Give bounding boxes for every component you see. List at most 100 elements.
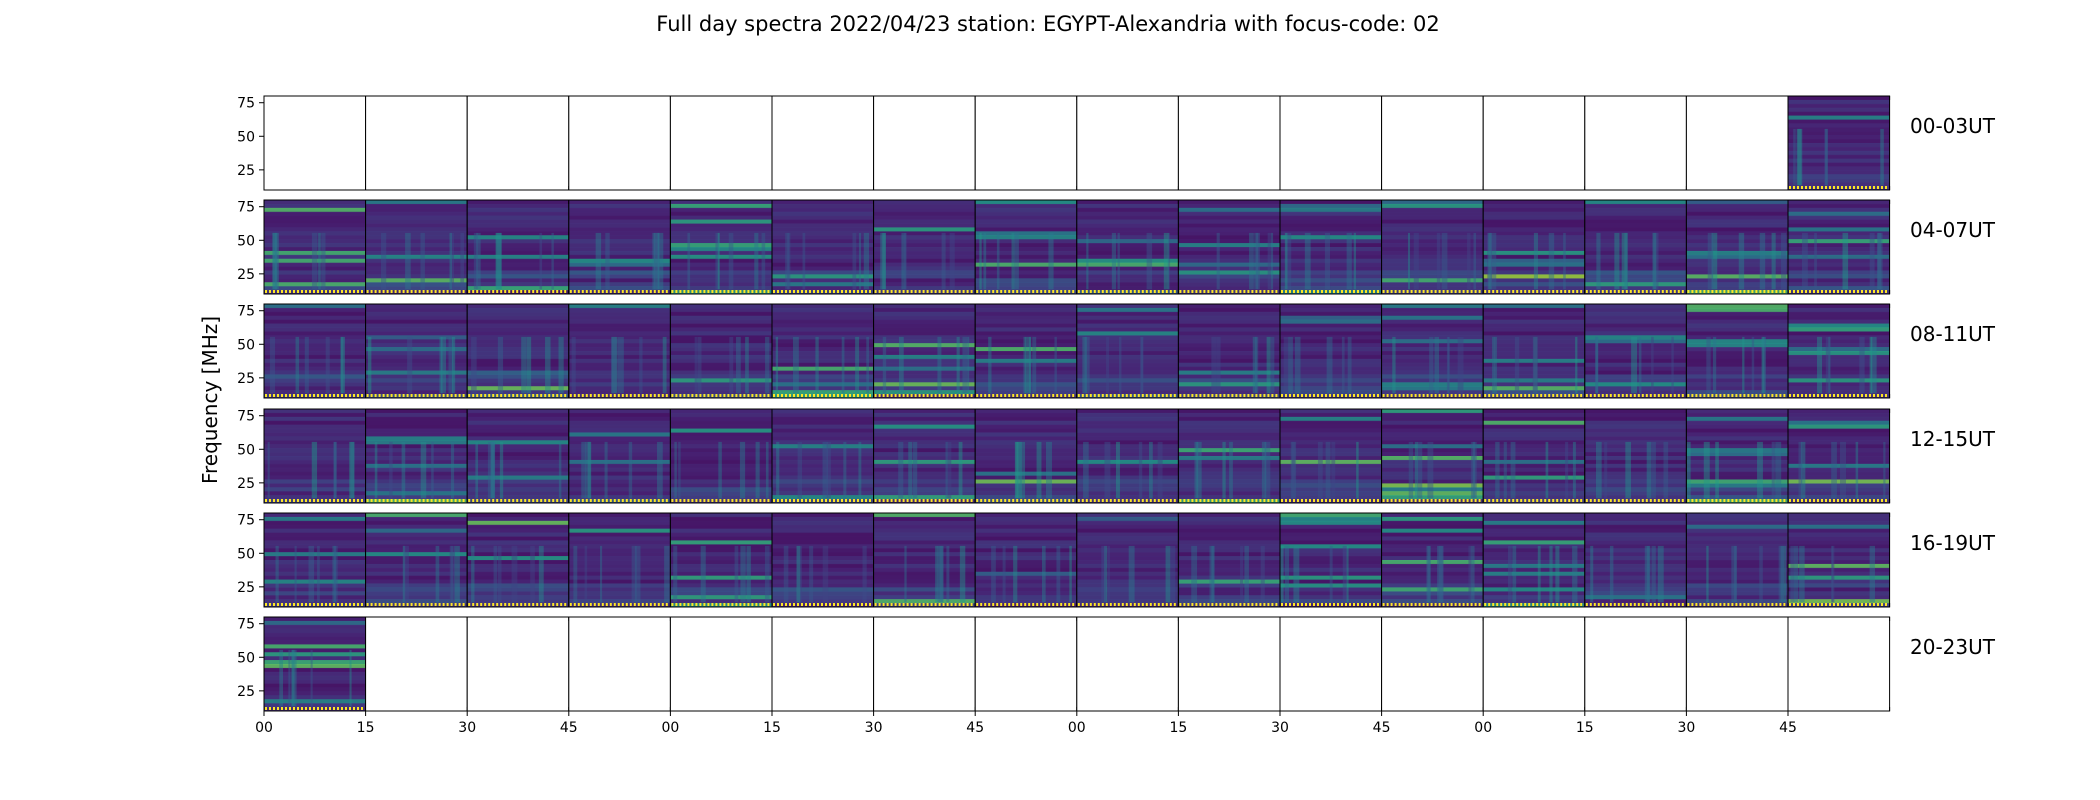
spectrum-panel xyxy=(771,408,875,504)
x-tick-label: 45 xyxy=(560,720,578,736)
chart-title: Full day spectra 2022/04/23 station: EGY… xyxy=(656,12,1439,36)
x-tick-label: 30 xyxy=(458,720,476,736)
y-tick-label: 25 xyxy=(237,371,255,387)
spectrum-panel xyxy=(974,616,1078,712)
y-tick-label: 25 xyxy=(237,580,255,596)
x-tick-label: 00 xyxy=(661,720,679,736)
spectrum-panel xyxy=(1787,616,1891,712)
spectrum-panel xyxy=(669,408,773,504)
spectrum-panel xyxy=(466,199,570,295)
spectrum-panel xyxy=(1584,616,1687,712)
spectrum-panel xyxy=(1685,95,1789,191)
y-tick-label: 25 xyxy=(237,476,255,492)
y-tick-label: 50 xyxy=(237,650,255,666)
x-tick-label: 45 xyxy=(1779,720,1797,736)
y-tick-label: 50 xyxy=(237,129,255,145)
row-time-label: 16-19UT xyxy=(1910,531,1996,555)
row-time-label: 12-15UT xyxy=(1910,427,1996,451)
spectrum-panel xyxy=(1584,512,1687,608)
spectrum-panel xyxy=(1482,512,1586,608)
y-tick-label: 50 xyxy=(237,337,255,353)
x-tick-label: 15 xyxy=(1576,720,1594,736)
spectrum-panel xyxy=(1787,512,1891,608)
spectrum-panel xyxy=(1076,512,1179,608)
spectrum-panel xyxy=(669,512,773,608)
spectrum-panel xyxy=(1381,95,1484,191)
spectrum-panel xyxy=(974,95,1078,191)
y-tick-label: 25 xyxy=(237,684,255,700)
spectrum-panel xyxy=(974,512,1078,608)
spectrum-panel xyxy=(873,95,976,191)
spectrum-panel xyxy=(1787,95,1891,191)
y-tick-label: 75 xyxy=(237,304,255,320)
y-tick-label: 25 xyxy=(237,267,255,283)
spectrum-panel xyxy=(873,199,976,295)
spectrum-panel xyxy=(1279,408,1383,504)
spectrum-panel xyxy=(1584,199,1687,295)
spectrum-panel xyxy=(1177,199,1281,295)
spectrum-panel xyxy=(771,616,875,712)
spectrum-panel xyxy=(1177,512,1281,608)
y-tick-label: 75 xyxy=(237,513,255,529)
row-00-03UT: 25 50 75 00-03UT xyxy=(237,95,1996,191)
spectrum-panel xyxy=(1279,95,1383,191)
x-tick-label: 45 xyxy=(966,720,984,736)
spectrum-panel xyxy=(263,303,367,399)
spectrum-panel xyxy=(1787,199,1891,295)
spectrum-panel xyxy=(1482,303,1586,399)
spectrum-panel xyxy=(568,512,671,608)
x-tick-label: 15 xyxy=(1169,720,1187,736)
x-tick-label: 45 xyxy=(1373,720,1391,736)
y-axis-label: Frequency [MHz] xyxy=(198,316,222,484)
spectrum-panel xyxy=(669,95,773,191)
spectrum-panel xyxy=(466,95,570,191)
spectrum-panel xyxy=(263,512,367,608)
spectrum-panel xyxy=(365,512,468,608)
spectrum-panel xyxy=(974,408,1078,504)
spectrum-panel xyxy=(1279,303,1383,399)
spectrum-panel xyxy=(873,616,976,712)
spectrum-panel xyxy=(1584,303,1687,399)
spectrum-panel xyxy=(1076,303,1179,399)
spectrum-panel xyxy=(1279,199,1383,295)
spectrum-panel xyxy=(568,95,671,191)
spectrum-panel xyxy=(568,616,671,712)
spectrum-panel xyxy=(1076,199,1179,295)
spectrum-panel xyxy=(1787,408,1891,504)
y-tick-label: 75 xyxy=(237,96,255,112)
spectrum-panel xyxy=(1381,303,1484,399)
spectrum-panel xyxy=(365,303,468,399)
spectrum-panel xyxy=(1279,616,1383,712)
spectrum-panel xyxy=(466,616,570,712)
y-tick-label: 25 xyxy=(237,163,255,179)
spectrum-panel xyxy=(365,616,468,712)
spectrum-panel xyxy=(771,95,875,191)
panel-grid: 25507500-03UT25507504-07UT25507508-11UT2… xyxy=(237,95,1996,736)
row-time-label: 08-11UT xyxy=(1910,322,1996,346)
y-tick-label: 50 xyxy=(237,233,255,249)
spectrum-panel xyxy=(1279,512,1383,608)
spectrum-panel xyxy=(974,303,1078,399)
spectrum-panel xyxy=(873,408,976,504)
row-time-label: 00-03UT xyxy=(1910,114,1996,138)
spectrum-panel xyxy=(1076,95,1179,191)
y-tick-label: 50 xyxy=(237,546,255,562)
spectrum-panel xyxy=(263,616,367,712)
spectrum-panel xyxy=(1482,408,1586,504)
x-tick-label: 15 xyxy=(763,720,781,736)
y-tick-label: 50 xyxy=(237,442,255,458)
spectrum-panel xyxy=(1177,303,1281,399)
x-tick-label: 15 xyxy=(357,720,375,736)
spectrum-panel xyxy=(669,199,773,295)
spectrum-panel xyxy=(873,303,976,399)
spectrum-panel xyxy=(771,303,875,399)
y-tick-label: 75 xyxy=(237,409,255,425)
x-tick-label: 00 xyxy=(1474,720,1492,736)
spectrum-panel xyxy=(1584,408,1687,504)
x-tick-label: 00 xyxy=(255,720,273,736)
y-tick-label: 75 xyxy=(237,200,255,216)
row-12-15UT: 25 50 75 12-15UT xyxy=(237,408,1996,504)
spectrum-panel xyxy=(1076,408,1179,504)
row-08-11UT: 25 50 75 08-11UT xyxy=(237,303,1996,399)
spectrum-panel xyxy=(1177,616,1281,712)
